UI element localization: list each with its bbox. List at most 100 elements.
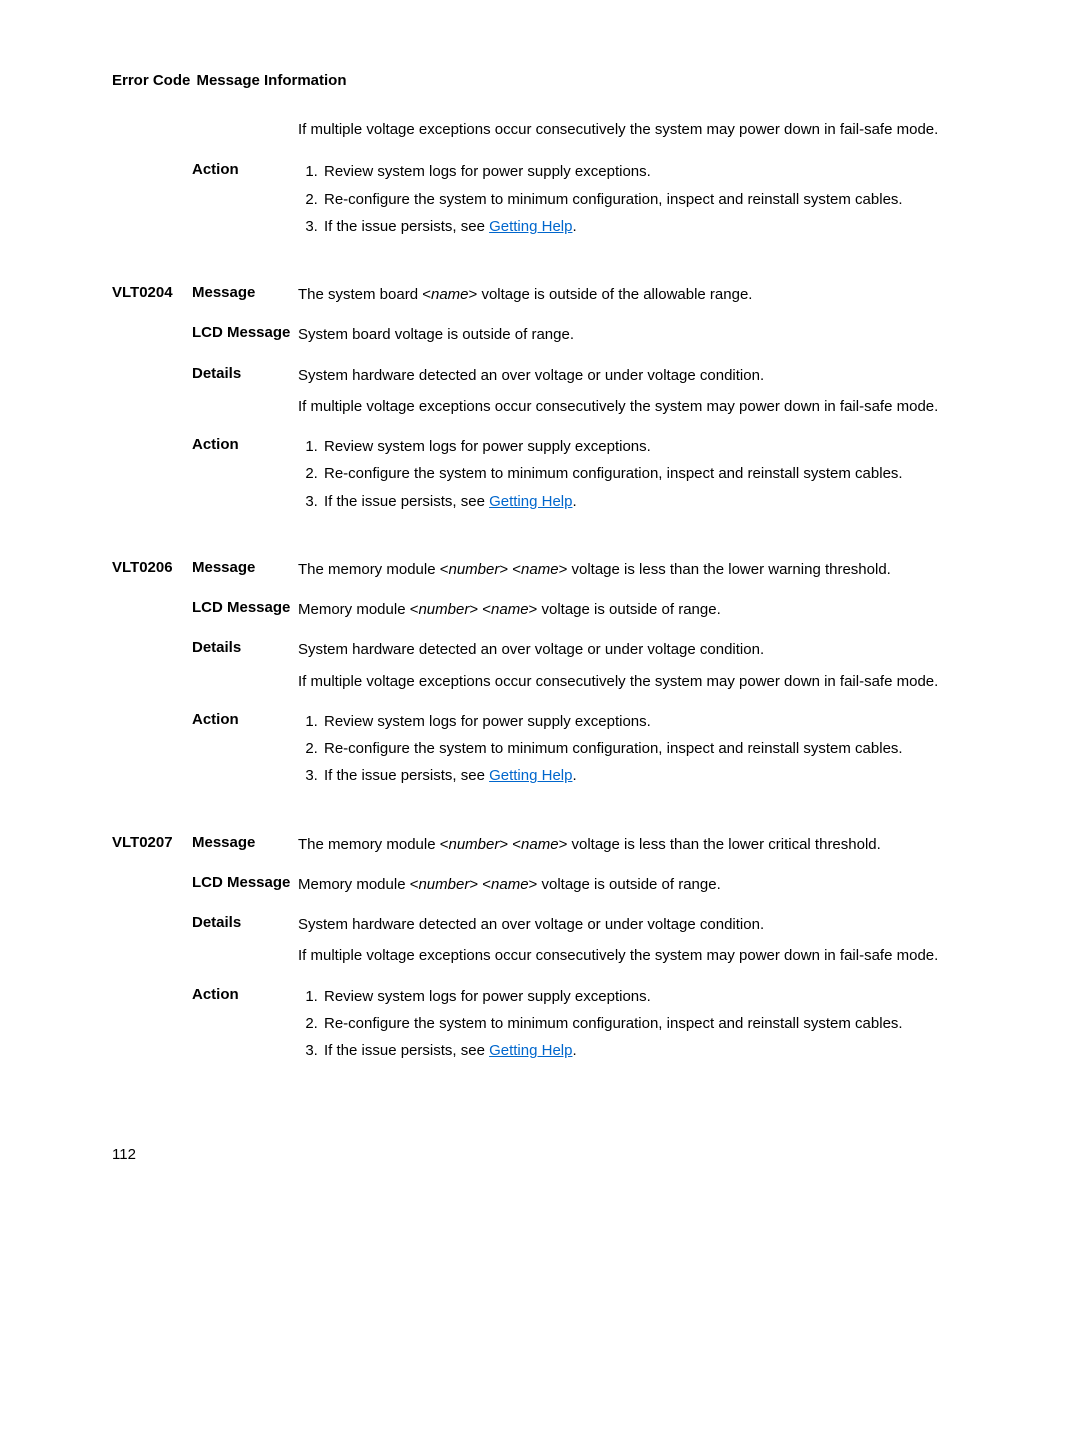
step3-period: . [572,767,576,784]
lcd-mid: > < [469,601,491,618]
orphan-failsafe-text: If multiple voltage exceptions occur con… [298,118,980,141]
page-number: 112 [112,1146,980,1163]
action-label: Action [192,155,298,178]
message-label: Message [192,278,298,301]
message-value: The memory module <number> <name> voltag… [298,553,980,581]
action-step-2: Re-configure the system to minimum confi… [322,188,980,211]
vlt0207-content: Message The memory module <number> <name… [192,828,980,1079]
msg-number: number [448,561,499,578]
msg-name: name [431,286,469,303]
msg-number: number [448,836,499,853]
details-value: System hardware detected an over voltage… [298,359,980,419]
step3-pre: If the issue persists, see [324,218,489,235]
page-content: Error Code Message Information If multip… [0,0,1080,1203]
action-value: Review system logs for power supply exce… [298,155,980,242]
msg-pre: The memory module < [298,561,448,578]
lcd-row: LCD Message System board voltage is outs… [192,318,980,346]
message-row: Message The memory module <number> <name… [192,828,980,856]
action-value: Review system logs for power supply exce… [298,430,980,517]
msg-mid: > < [499,561,521,578]
action-list: Review system logs for power supply exce… [298,160,980,238]
lcd-label: LCD Message [192,593,298,616]
lcd-value: Memory module <number> <name> voltage is… [298,593,980,621]
vlt0207-block: VLT0207 Message The memory module <numbe… [112,828,980,1079]
msg-pre: The memory module < [298,836,448,853]
lcd-mid: > < [469,876,491,893]
step3-period: . [572,218,576,235]
details-value: System hardware detected an over voltage… [298,633,980,693]
empty-code [112,155,192,161]
lcd-value: Memory module <number> <name> voltage is… [298,868,980,896]
message-label: Message [192,553,298,576]
lcd-label: LCD Message [192,318,298,341]
message-row: Message The memory module <number> <name… [192,553,980,581]
lcd-row: LCD Message Memory module <number> <name… [192,868,980,896]
msg-post: > voltage is less than the lower warning… [559,561,891,578]
details-line-2: If multiple voltage exceptions occur con… [298,944,980,967]
action-list: Review system logs for power supply exce… [298,710,980,788]
action-value: Review system logs for power supply exce… [298,705,980,792]
step3-pre: If the issue persists, see [324,767,489,784]
action-step-1: Review system logs for power supply exce… [322,710,980,733]
action-value: Review system logs for power supply exce… [298,980,980,1067]
lcd-post: > voltage is outside of range. [529,876,721,893]
error-code-vlt0207: VLT0207 [112,828,192,851]
details-line-1: System hardware detected an over voltage… [298,364,980,387]
details-line-2: If multiple voltage exceptions occur con… [298,395,980,418]
details-row: Details System hardware detected an over… [192,633,980,693]
lcd-number: number [418,876,469,893]
step3-pre: If the issue persists, see [324,493,489,510]
getting-help-link[interactable]: Getting Help [489,218,572,235]
action-label: Action [192,980,298,1003]
vlt0206-content: Message The memory module <number> <name… [192,553,980,804]
action-list: Review system logs for power supply exce… [298,435,980,513]
header-error-code: Error Code [112,72,192,89]
details-label: Details [192,908,298,931]
getting-help-link[interactable]: Getting Help [489,493,572,510]
msg-name: name [521,836,559,853]
getting-help-link[interactable]: Getting Help [489,1042,572,1059]
action-row: Action Review system logs for power supp… [192,980,980,1067]
action-step-2: Re-configure the system to minimum confi… [322,1012,980,1035]
action-row: Action Review system logs for power supp… [192,705,980,792]
orphan-action-content: Action Review system logs for power supp… [192,155,980,254]
action-row: Action Review system logs for power supp… [192,155,980,242]
action-step-1: Review system logs for power supply exce… [322,985,980,1008]
lcd-value: System board voltage is outside of range… [298,318,980,346]
details-row: Details System hardware detected an over… [192,908,980,968]
details-label: Details [192,633,298,656]
message-value: The system board <name> voltage is outsi… [298,278,980,306]
action-step-1: Review system logs for power supply exce… [322,435,980,458]
lcd-pre: Memory module < [298,876,418,893]
step3-period: . [572,1042,576,1059]
action-step-2: Re-configure the system to minimum confi… [322,737,980,760]
vlt0206-block: VLT0206 Message The memory module <numbe… [112,553,980,804]
getting-help-link[interactable]: Getting Help [489,767,572,784]
action-row: Action Review system logs for power supp… [192,430,980,517]
vlt0204-block: VLT0204 Message The system board <name> … [112,278,980,529]
action-step-1: Review system logs for power supply exce… [322,160,980,183]
message-label: Message [192,828,298,851]
action-step-3: If the issue persists, see Getting Help. [322,215,980,238]
action-label: Action [192,430,298,453]
details-line-1: System hardware detected an over voltage… [298,638,980,661]
step3-pre: If the issue persists, see [324,1042,489,1059]
orphan-action-block: Action Review system logs for power supp… [112,155,980,254]
header-message-info: Message Information [196,72,346,89]
lcd-row: LCD Message Memory module <number> <name… [192,593,980,621]
msg-post: > voltage is less than the lower critica… [559,836,881,853]
lcd-pre: Memory module < [298,601,418,618]
action-step-3: If the issue persists, see Getting Help. [322,490,980,513]
message-row: Message The system board <name> voltage … [192,278,980,306]
lcd-name: name [491,601,529,618]
details-line-2: If multiple voltage exceptions occur con… [298,670,980,693]
details-value: System hardware detected an over voltage… [298,908,980,968]
action-label: Action [192,705,298,728]
error-code-vlt0206: VLT0206 [112,553,192,576]
lcd-number: number [418,601,469,618]
msg-mid: > < [499,836,521,853]
action-step-2: Re-configure the system to minimum confi… [322,462,980,485]
action-list: Review system logs for power supply exce… [298,985,980,1063]
lcd-name: name [491,876,529,893]
details-row: Details System hardware detected an over… [192,359,980,419]
